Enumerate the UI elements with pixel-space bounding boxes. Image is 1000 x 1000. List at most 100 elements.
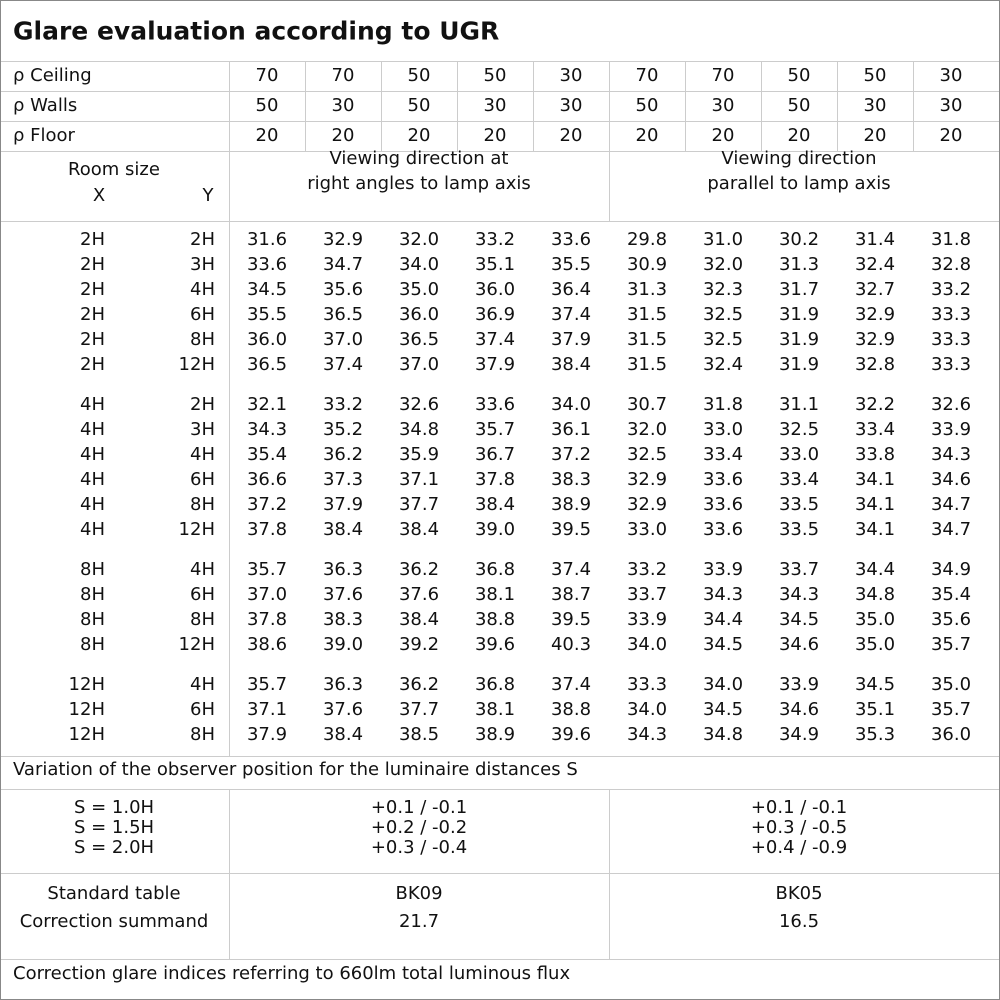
room-y: 6H	[190, 699, 215, 720]
room-x: 8H	[80, 634, 105, 655]
room-x: 2H	[80, 254, 105, 275]
rule	[1, 61, 999, 62]
ugr-value: 35.0	[930, 674, 972, 695]
ugr-value: 32.8	[930, 254, 972, 275]
ugr-value: 36.8	[474, 674, 516, 695]
ugr-value: 31.1	[778, 394, 820, 415]
ugr-value: 36.0	[930, 724, 972, 745]
reflectance-label: ρ Ceiling	[13, 65, 92, 86]
ugr-value: 33.4	[778, 469, 820, 490]
reflectance-value: 20	[787, 125, 811, 146]
ugr-value: 34.4	[702, 609, 744, 630]
ugr-value: 31.7	[778, 279, 820, 300]
ugr-value: 32.3	[702, 279, 744, 300]
ugr-value: 36.5	[322, 304, 364, 325]
ugr-value: 33.6	[702, 519, 744, 540]
ugr-value: 33.0	[778, 444, 820, 465]
ugr-value: 34.3	[702, 584, 744, 605]
room-y: 8H	[190, 494, 215, 515]
ugr-value: 33.9	[930, 419, 972, 440]
ugr-value: 32.6	[398, 394, 440, 415]
ugr-value: 32.0	[398, 229, 440, 250]
rule	[913, 61, 914, 151]
standard-value: 21.7	[398, 911, 440, 932]
ugr-value: 34.5	[702, 699, 744, 720]
standard-value: BK09	[395, 883, 443, 904]
standard-value: BK05	[775, 883, 823, 904]
ugr-value: 37.7	[398, 699, 440, 720]
ugr-value: 35.1	[854, 699, 896, 720]
ugr-value: 37.4	[550, 559, 592, 580]
variation-value: +0.4 / -0.9	[750, 837, 848, 858]
ugr-value: 31.6	[246, 229, 288, 250]
ugr-value: 33.9	[778, 674, 820, 695]
room-y: 8H	[190, 724, 215, 745]
ugr-value: 32.5	[702, 329, 744, 350]
ugr-value: 34.5	[778, 609, 820, 630]
ugr-value: 37.1	[398, 469, 440, 490]
ugr-value: 35.3	[854, 724, 896, 745]
standard-label: Correction summand	[19, 911, 209, 932]
room-x: 8H	[80, 584, 105, 605]
reflectance-value: 30	[939, 65, 963, 86]
room-x: 12H	[68, 724, 105, 745]
reflectance-value: 20	[939, 125, 963, 146]
room-x: 4H	[80, 419, 105, 440]
ugr-value: 34.1	[854, 469, 896, 490]
ugr-value: 36.7	[474, 444, 516, 465]
ugr-value: 31.9	[778, 304, 820, 325]
y-label: Y	[202, 185, 214, 206]
ugr-value: 33.6	[246, 254, 288, 275]
ugr-value: 34.3	[778, 584, 820, 605]
ugr-value: 37.8	[246, 519, 288, 540]
room-y: 12H	[178, 519, 215, 540]
reflectance-value: 20	[407, 125, 431, 146]
reflectance-value: 20	[255, 125, 279, 146]
room-x: 4H	[80, 394, 105, 415]
ugr-value: 32.0	[626, 419, 668, 440]
reflectance-value: 50	[787, 65, 811, 86]
ugr-value: 33.7	[778, 559, 820, 580]
reflectance-value: 20	[559, 125, 583, 146]
ugr-value: 33.6	[702, 494, 744, 515]
reflectance-label: ρ Floor	[13, 125, 75, 146]
rule	[1, 959, 999, 960]
ugr-value: 36.0	[246, 329, 288, 350]
ugr-value: 30.7	[626, 394, 668, 415]
ugr-value: 34.6	[778, 634, 820, 655]
room-x: 2H	[80, 354, 105, 375]
reflectance-value: 20	[711, 125, 735, 146]
room-y: 4H	[190, 444, 215, 465]
ugr-value: 33.8	[854, 444, 896, 465]
ugr-value: 37.7	[398, 494, 440, 515]
room-y: 4H	[190, 674, 215, 695]
ugr-value: 37.0	[322, 329, 364, 350]
room-x: 4H	[80, 519, 105, 540]
ugr-value: 31.5	[626, 329, 668, 350]
ugr-value: 32.0	[702, 254, 744, 275]
spacing-label: S = 2.0H	[73, 837, 155, 858]
ugr-value: 34.1	[854, 494, 896, 515]
rule	[685, 61, 686, 151]
ugr-value: 35.6	[322, 279, 364, 300]
ugr-value: 40.3	[550, 634, 592, 655]
ugr-value: 37.4	[550, 304, 592, 325]
room-y: 2H	[190, 394, 215, 415]
reflectance-value: 50	[407, 65, 431, 86]
ugr-value: 34.8	[854, 584, 896, 605]
reflectance-value: 30	[939, 95, 963, 116]
ugr-value: 32.4	[702, 354, 744, 375]
reflectance-label: ρ Walls	[13, 95, 78, 116]
rule	[457, 61, 458, 151]
reflectance-value: 70	[711, 65, 735, 86]
ugr-value: 37.1	[246, 699, 288, 720]
ugr-value: 34.0	[550, 394, 592, 415]
ugr-value: 33.4	[702, 444, 744, 465]
ugr-value: 37.4	[322, 354, 364, 375]
ugr-value: 38.4	[398, 519, 440, 540]
rule	[1, 151, 999, 152]
ugr-value: 35.1	[474, 254, 516, 275]
ugr-value: 34.4	[854, 559, 896, 580]
ugr-value: 33.2	[930, 279, 972, 300]
ugr-value: 37.9	[246, 724, 288, 745]
